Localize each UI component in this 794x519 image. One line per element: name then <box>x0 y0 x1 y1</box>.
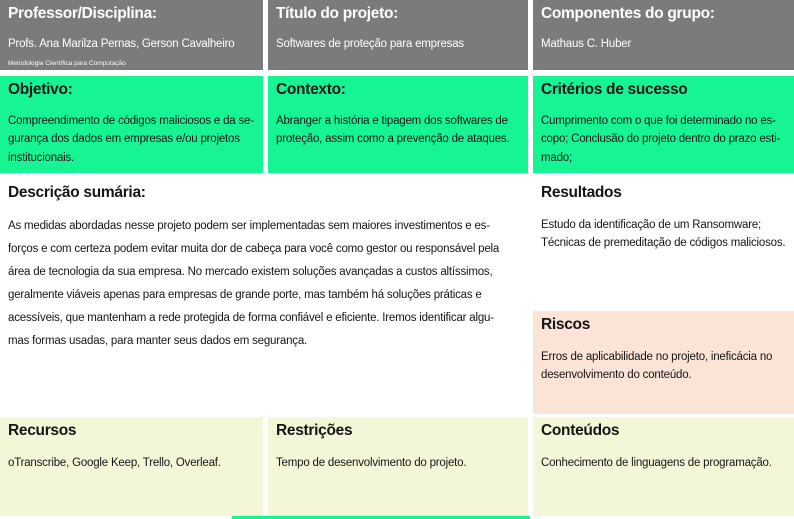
conteudos-body: Conhecimento de linguagens de programaçã… <box>541 456 772 469</box>
titulo-projeto-body: Softwares de proteção para empresas <box>276 37 464 50</box>
objetivo-body: Compreendimento de códigos maliciosos e … <box>8 114 254 164</box>
conteudos-title: Conteúdos <box>541 422 620 439</box>
riscos-body: Erros de aplicabilidade no projeto, inef… <box>541 350 773 382</box>
cell-riscos: Riscos Erros de aplicabilidade no projet… <box>533 311 794 414</box>
cell-objetivo: Objetivo: Compreendimento de códigos mal… <box>0 76 263 173</box>
componentes-title: Componentes do grupo: <box>541 5 715 22</box>
professor-names: Profs. Ana Marilza Pernas, Gerson Cavalh… <box>8 37 235 50</box>
cell-recursos: Recursos oTranscribe, Google Keep, Trell… <box>0 417 263 516</box>
contexto-body: Abranger a história e tipagem dos softwa… <box>276 114 510 146</box>
cell-conteudos: Conteúdos Conhecimento de linguagens de … <box>533 417 794 516</box>
componentes-body: Mathaus C. Huber <box>541 37 632 50</box>
objetivo-title: Objetivo: <box>8 81 73 98</box>
cell-descricao-sumaria: Descrição sumária: As medidas abordadas … <box>0 179 528 411</box>
resultados-title: Resultados <box>541 184 622 201</box>
cell-resultados: Resultados Estudo da identificação de um… <box>533 179 794 305</box>
descricao-body: As medidas abordadas nesse projeto podem… <box>8 219 500 347</box>
titulo-projeto-title: Título do projeto: <box>276 5 399 22</box>
criterios-body: Cumprimento com o que foi determinado no… <box>541 114 781 164</box>
bottom-green-strip <box>232 516 530 519</box>
criterios-title: Critérios de sucesso <box>541 81 688 98</box>
cell-professor-disciplina: Professor/Disciplina: Profs. Ana Marilza… <box>0 0 263 70</box>
cell-componentes-grupo: Componentes do grupo: Mathaus C. Huber <box>533 0 794 70</box>
contexto-title: Contexto: <box>276 81 346 98</box>
recursos-body: oTranscribe, Google Keep, Trello, Overle… <box>8 456 221 469</box>
restricoes-body: Tempo de desenvolvimento do projeto. <box>276 456 467 469</box>
cell-restricoes: Restrições Tempo de desenvolvimento do p… <box>268 417 528 516</box>
cell-contexto: Contexto: Abranger a história e tipagem … <box>268 76 528 173</box>
cell-titulo-projeto: Título do projeto: Softwares de proteção… <box>268 0 528 70</box>
resultados-body: Estudo da identificação de um Ransomware… <box>541 218 786 250</box>
professor-title: Professor/Disciplina: <box>8 5 157 22</box>
restricoes-title: Restrições <box>276 422 353 439</box>
riscos-title: Riscos <box>541 316 591 333</box>
disciplina-subtitle: Metodologia Científica para Computação <box>8 60 126 68</box>
recursos-title: Recursos <box>8 422 77 439</box>
cell-criterios-sucesso: Critérios de sucesso Cumprimento com o q… <box>533 76 794 173</box>
descricao-title: Descrição sumária: <box>8 184 146 201</box>
